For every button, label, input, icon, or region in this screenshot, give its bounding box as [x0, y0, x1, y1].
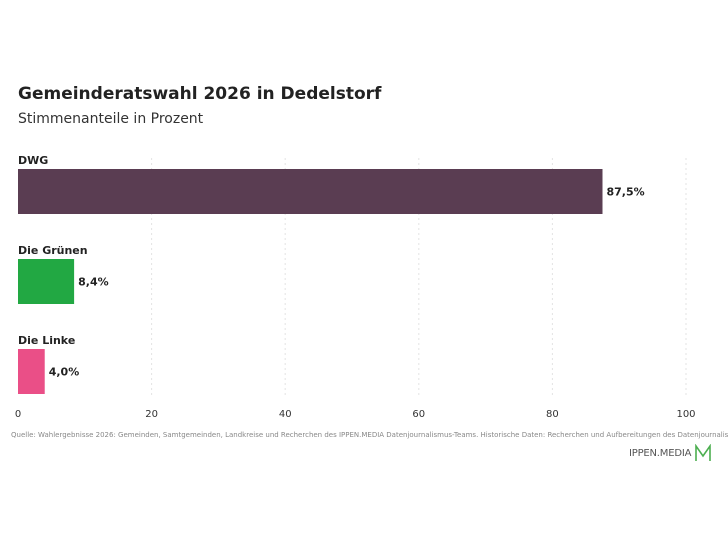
- x-tick-label: 80: [546, 409, 559, 420]
- chart-title: Gemeinderatswahl 2026 in Dedelstorf: [18, 84, 382, 104]
- data-label: 87,5%: [607, 186, 645, 199]
- category-label: Die Linke: [18, 334, 75, 347]
- bar: [18, 169, 603, 214]
- data-label: 4,0%: [49, 366, 80, 379]
- chart-subtitle: Stimmenanteile in Prozent: [18, 111, 204, 127]
- category-label: DWG: [18, 154, 48, 167]
- ippen-media-logo-icon: [695, 444, 712, 461]
- x-tick-label: 40: [279, 409, 292, 420]
- bar: [18, 349, 45, 394]
- bar: [18, 259, 75, 304]
- x-tick-label: 100: [676, 409, 695, 420]
- category-label: Die Grünen: [18, 244, 88, 257]
- bar-chart: DWG 87,5% Die Grünen 8,4% Die Linke 4,0% 0 20 40…: [15, 154, 696, 420]
- x-tick-label: 0: [15, 409, 21, 420]
- x-tick-label: 60: [412, 409, 425, 420]
- data-label: 8,4%: [78, 276, 109, 289]
- brand-name: IPPEN.MEDIA: [629, 447, 692, 459]
- x-tick-label: 20: [145, 409, 158, 420]
- brand: IPPEN.MEDIA: [629, 444, 712, 462]
- source-note: Quelle: Wahlergebnisse 2026: Gemeinden, …: [11, 431, 728, 439]
